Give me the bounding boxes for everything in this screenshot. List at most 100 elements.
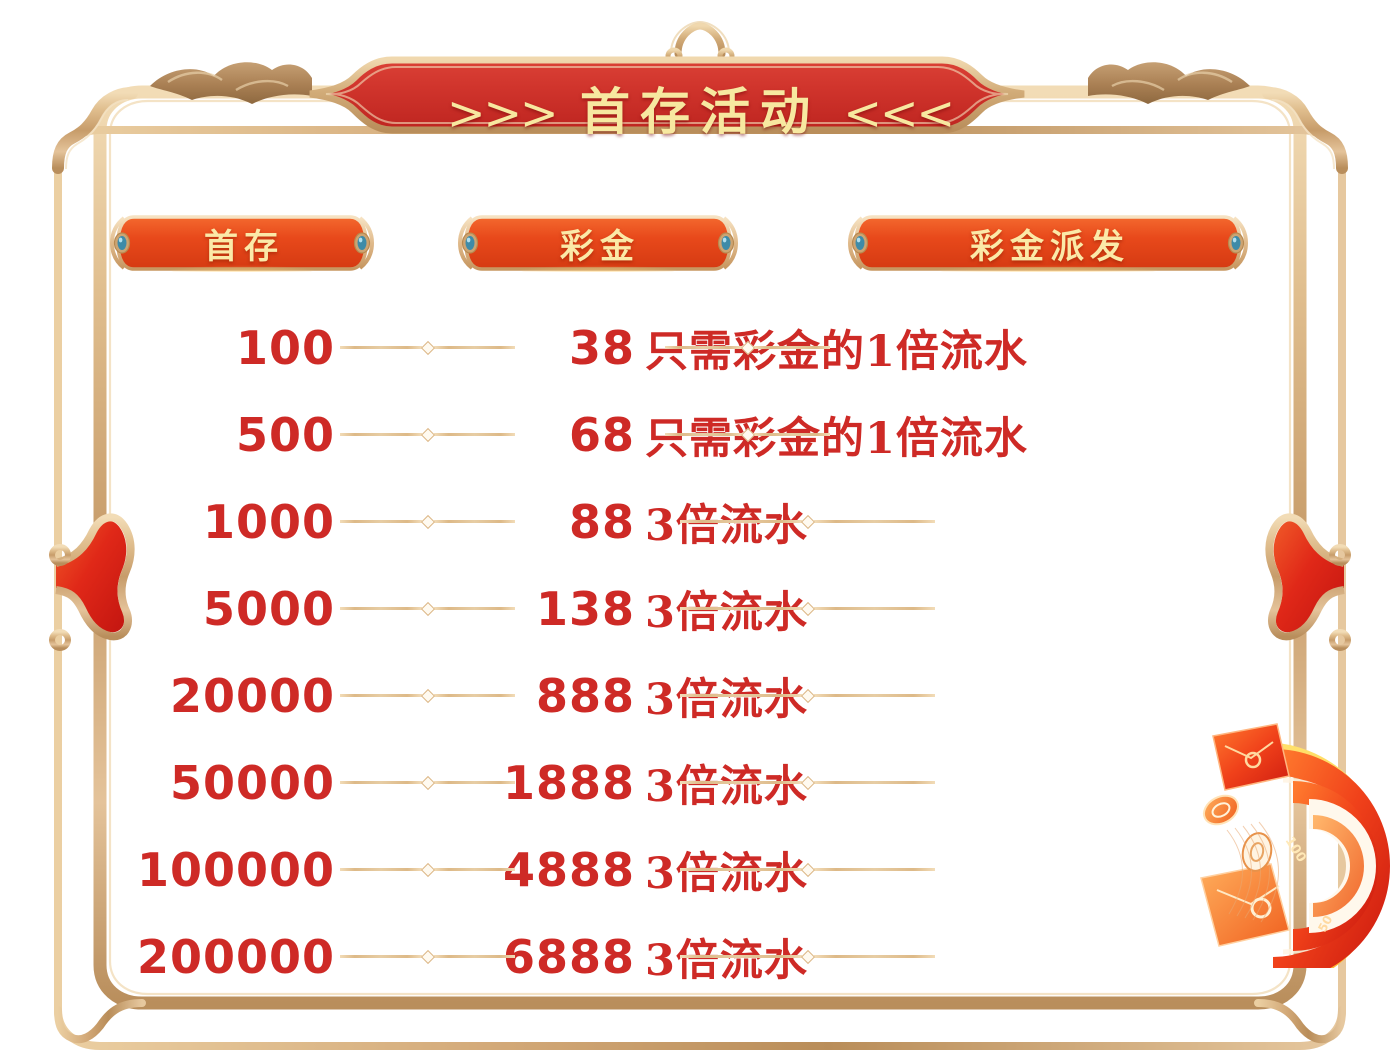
separator-line-segment [813, 520, 935, 523]
separator-line-2 [680, 688, 935, 703]
separator-line-segment [680, 781, 802, 784]
cell-bonus: 4888 [502, 842, 635, 897]
separator-line-segment [433, 607, 515, 610]
separator-line-segment [340, 694, 422, 697]
separator-line-segment [340, 346, 422, 349]
cell-bonus: 38 [568, 320, 635, 375]
column-header-label-bonus-release: 彩金派发 [970, 226, 1130, 267]
table-row: 5000 138 3倍流水 [0, 565, 1400, 652]
gem-icon-left [851, 232, 869, 254]
separator-line-1 [340, 688, 515, 703]
diamond-separator-icon [420, 775, 435, 790]
page-title: 首存活动 [580, 82, 820, 141]
separator-line-segment [680, 868, 802, 871]
frame-corner-top-left [52, 87, 138, 174]
separator-line-1 [340, 427, 515, 442]
frame-corner-bottom-left [54, 999, 146, 1044]
line-fan-decoration [1226, 821, 1279, 923]
gold-coin-icon-1 [1202, 794, 1240, 826]
cell-deposit: 1000 [202, 494, 335, 549]
separator-line-1 [340, 514, 515, 529]
cell-note: 3倍流水 [645, 761, 808, 812]
diamond-separator-icon [800, 688, 815, 703]
diamond-separator-icon [740, 427, 755, 442]
table-row: 200000 6888 3倍流水 [0, 913, 1400, 1000]
pill-shape-bonus [457, 215, 739, 272]
cell-bonus: 68 [568, 407, 635, 462]
separator-line-segment [340, 868, 422, 871]
diamond-separator-icon [800, 862, 815, 877]
separator-line-segment [340, 433, 422, 436]
cell-note: 只需彩金的1倍流水 [645, 326, 1028, 377]
separator-line-segment [753, 433, 830, 436]
coin-denomination-50: 50 [1315, 913, 1335, 934]
separator-line-segment [813, 955, 935, 958]
separator-line-segment [813, 607, 935, 610]
cell-bonus: 888 [535, 668, 635, 723]
tier-table: 100 38 只需彩金的1倍流水 500 68 只需彩金的1倍流水 1000 88 3倍流水 50… [0, 304, 1400, 1000]
column-header-label-bonus: 彩金 [560, 226, 640, 267]
separator-line-2 [665, 340, 830, 355]
gem-icon-right [717, 232, 735, 254]
cloud-flourish-icon-left [150, 62, 312, 104]
cell-bonus: 1888 [502, 755, 635, 810]
table-row: 100000 4888 3倍流水 [0, 826, 1400, 913]
separator-line-2 [680, 862, 935, 877]
separator-line-segment [813, 868, 935, 871]
diamond-separator-icon [800, 775, 815, 790]
separator-line-2 [680, 514, 935, 529]
pill-shape-deposit [109, 215, 375, 272]
diamond-separator-icon [800, 514, 815, 529]
cell-bonus: 88 [568, 494, 635, 549]
separator-line-segment [753, 346, 830, 349]
separator-line-segment [665, 346, 742, 349]
coin-fan-decoration-icon: 100 50 [1200, 723, 1391, 968]
separator-line-segment [340, 520, 422, 523]
frame-corner-bottom-right [1254, 999, 1346, 1044]
separator-line-2 [680, 601, 935, 616]
cell-note: 只需彩金的1倍流水 [645, 413, 1028, 464]
diamond-separator-icon [420, 688, 435, 703]
cell-note: 3倍流水 [645, 848, 808, 899]
cell-note: 3倍流水 [645, 587, 808, 638]
cell-deposit: 500 [235, 407, 335, 462]
separator-line-1 [340, 862, 515, 877]
separator-line-segment [433, 694, 515, 697]
title-banner-plaque [309, 20, 1047, 134]
cell-bonus: 138 [535, 581, 635, 636]
separator-line-segment [433, 520, 515, 523]
cell-deposit: 20000 [169, 668, 335, 723]
separator-line-segment [680, 607, 802, 610]
column-header-bonus-release: 彩金派发 [846, 214, 1250, 272]
gem-icon-right [353, 232, 371, 254]
cell-deposit: 50000 [169, 755, 335, 810]
pill-shape-bonus-release [847, 215, 1249, 272]
separator-line-segment [680, 694, 802, 697]
diamond-separator-icon [420, 340, 435, 355]
cell-deposit: 100000 [136, 842, 335, 897]
separator-line-segment [680, 955, 802, 958]
diamond-separator-icon [800, 949, 815, 964]
separator-line-segment [433, 955, 515, 958]
cell-note: 3倍流水 [645, 500, 808, 551]
cell-deposit: 100 [235, 320, 335, 375]
title-banner-text: >>> 首存活动 <<< [296, 72, 1104, 144]
frame-corner-top-right [1262, 87, 1348, 174]
cell-note: 3倍流水 [645, 674, 808, 725]
separator-line-segment [340, 781, 422, 784]
table-row: 50000 1888 3倍流水 [0, 739, 1400, 826]
separator-line-segment [665, 433, 742, 436]
table-row: 1000 88 3倍流水 [0, 478, 1400, 565]
diamond-separator-icon [800, 601, 815, 616]
hanger-loop-icon [353, 20, 1047, 65]
cell-deposit: 200000 [136, 929, 335, 984]
separator-line-2 [665, 427, 830, 442]
diamond-separator-icon [420, 514, 435, 529]
separator-line-segment [813, 694, 935, 697]
separator-line-1 [340, 949, 515, 964]
separator-line-segment [433, 346, 515, 349]
separator-line-segment [680, 520, 802, 523]
coin-denomination-100: 100 [1282, 834, 1309, 865]
gem-icon-left [461, 232, 479, 254]
separator-line-segment [340, 955, 422, 958]
